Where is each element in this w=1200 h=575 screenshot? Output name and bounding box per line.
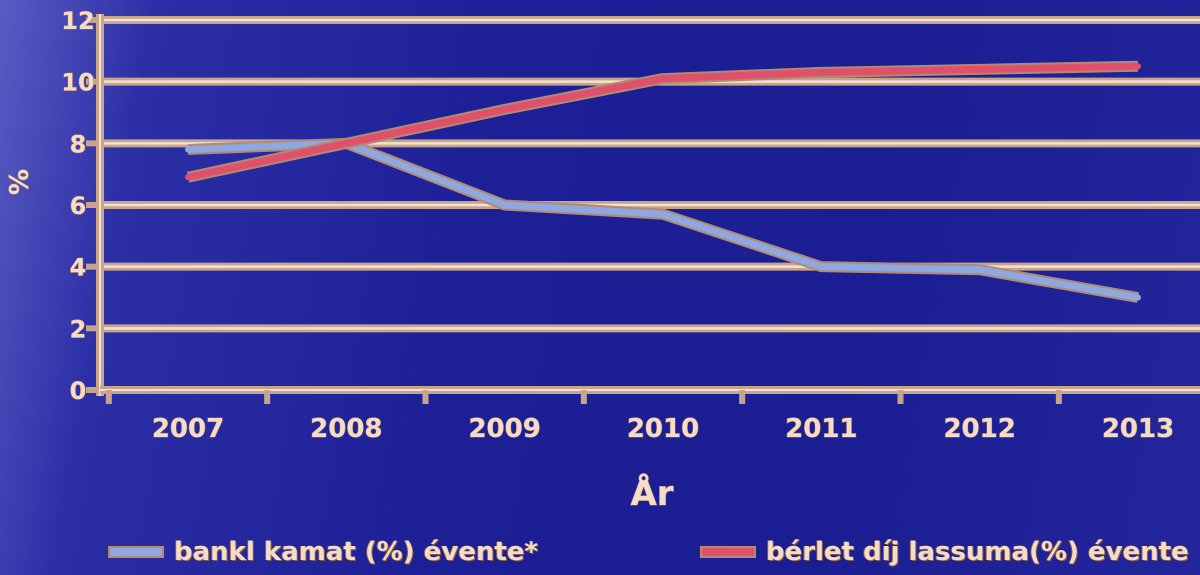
series-1-point-2009 [501,106,508,113]
series-line-0 [187,139,1139,301]
y-tick-label: 12 [61,7,94,35]
y-tick-label: 10 [61,69,94,97]
y-tick-label: 4 [70,254,87,282]
x-tick-label-2008: 2008 [310,414,382,444]
axes [86,14,1200,404]
series-1-point-2011 [818,69,825,76]
series-1-point-2007 [185,174,191,181]
legend: bankl kamat (%) évente* bérlet díj lassu… [0,528,1200,575]
legend-swatch-bank-interest [108,545,164,558]
legend-swatch-rent-increase [700,545,756,558]
series-0-point-2011 [818,263,825,270]
series-1-point-2012 [976,66,983,73]
series-0-point-2010 [660,211,666,218]
x-tick-label-2012: 2012 [943,414,1015,444]
series-lines [185,60,1141,303]
series-0-point-2012 [976,266,983,273]
y-tick-label: 8 [70,130,87,158]
tick-labels: 0 2 4 6 8 10 12 2007 2008 2009 2010 2011 2012 2013 [61,7,1175,445]
series-1-point-2010 [660,75,666,82]
series-0-point-2013 [1135,294,1141,301]
legend-item-bank-interest: bankl kamat (%) évente* [108,528,538,575]
y-tick-label: 6 [70,192,87,220]
x-tick-label-2007: 2007 [152,414,224,444]
x-tick-label-2013: 2013 [1102,414,1174,444]
y-tick-label: 0 [70,377,87,405]
legend-label-bank-interest: bankl kamat (%) évente* [174,536,539,567]
x-tick-label-2011: 2011 [785,414,857,444]
x-tick-label-2009: 2009 [468,414,540,444]
series-0-point-2007 [185,146,191,153]
legend-item-rent-increase: bérlet díj lassuma(%) évente [700,528,1189,575]
legend-label-rent-increase: bérlet díj lassuma(%) évente [766,536,1189,567]
y-axis-title: % [5,169,35,195]
x-axis-title: År [630,473,673,514]
y-tick-label: 2 [70,315,87,343]
x-tick-label-2010: 2010 [627,414,699,444]
series-1-point-2008 [343,140,350,147]
series-0-point-2009 [501,202,508,208]
series-1-point-2013 [1135,63,1141,70]
